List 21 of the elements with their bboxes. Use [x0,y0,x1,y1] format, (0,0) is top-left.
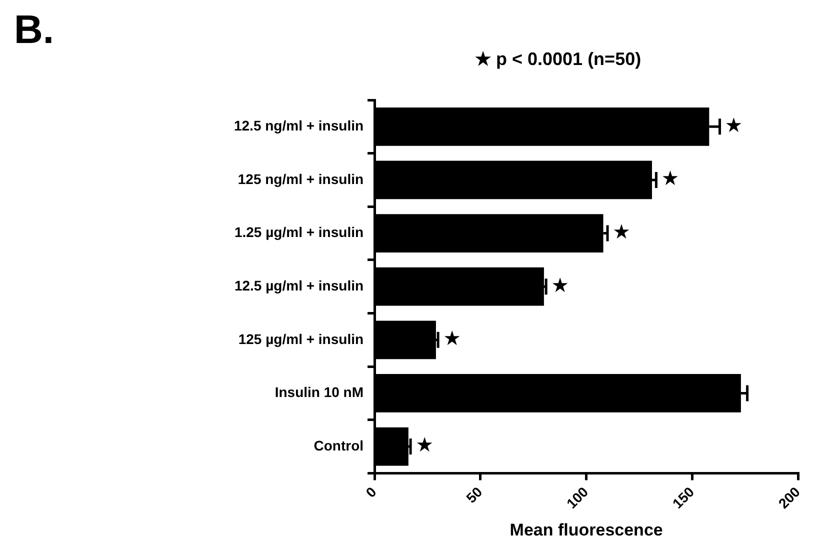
data-label: ★ [724,112,743,137]
data-label: ★ [551,272,570,297]
x-tick-label: 0 [362,484,380,501]
text: ★ p < 0.0001 (n=50) [475,48,642,70]
x-tick-label: 150 [669,484,698,512]
text: B. [14,8,54,53]
y-tick-label: 125 µg/ml + insulin [238,330,364,347]
y-tick-label: 125 ng/ml + insulin [238,170,364,187]
x-tick-label: 100 [563,484,592,512]
x-tick-label: 200 [775,484,804,512]
y-tick-label: Insulin 10 nM [274,384,364,400]
y-tick-label: 1.25 µg/ml + insulin [234,224,364,240]
y-tick-label: 12.5 ng/ml + insulin [234,118,364,134]
y-tick-label: 12.5 µg/ml + insulin [234,277,364,294]
data-label: ★ [612,219,630,244]
data-label: ★ [661,166,680,190]
data-label: ★ [443,326,462,350]
y-tick-label: Control [314,437,364,454]
data-label: ★ [416,432,434,457]
x-axis-title: Mean fluorescence [510,520,663,540]
x-tick-label: 50 [462,484,486,506]
